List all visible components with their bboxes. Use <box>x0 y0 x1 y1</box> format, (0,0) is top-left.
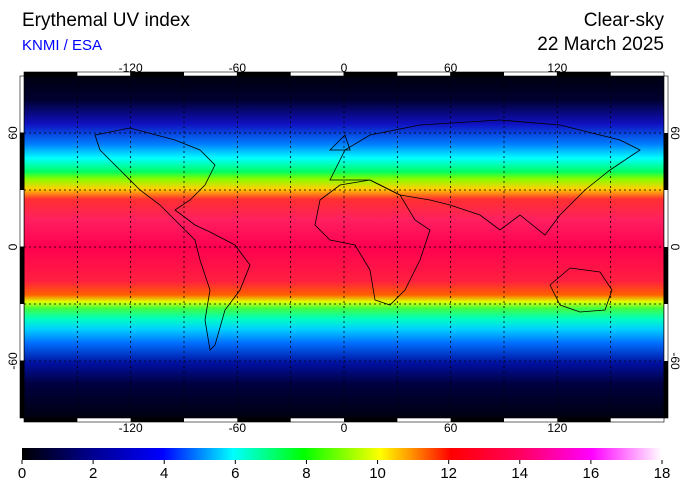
frame-segment <box>20 133 24 190</box>
frame-segment <box>664 133 668 190</box>
lon-tick-label: 120 <box>547 61 567 75</box>
colorbar-tick-label: 14 <box>511 465 528 482</box>
lon-tick-label: -120 <box>119 421 143 435</box>
frame-segment <box>557 418 611 422</box>
colorbar-tick-label: 4 <box>160 465 168 482</box>
frame-segment <box>237 72 291 76</box>
lat-tick-label: -60 <box>668 352 682 370</box>
title: Erythemal UV index <box>22 10 190 31</box>
frame-segment <box>557 72 611 76</box>
lat-tick-label: 60 <box>6 126 20 140</box>
frame-segment <box>344 72 398 76</box>
colorbar-tick-label: 8 <box>302 465 310 482</box>
frame-segment <box>664 247 668 304</box>
frame-segment <box>344 418 398 422</box>
colorbar-tick-label: 16 <box>583 465 600 482</box>
lon-tick-label: -60 <box>229 61 247 75</box>
lon-tick-label: 60 <box>444 421 458 435</box>
lon-tick-label: -60 <box>229 421 247 435</box>
frame-segment <box>24 72 78 76</box>
lon-tick-label: -120 <box>119 61 143 75</box>
frame-segment <box>237 418 291 422</box>
colorbar <box>22 448 662 460</box>
frame-segment <box>20 247 24 304</box>
lat-tick-label: 60 <box>668 126 682 140</box>
condition: Clear-sky <box>584 10 665 31</box>
lon-tick-label: 0 <box>341 61 348 75</box>
source: KNMI / ESA <box>22 37 102 54</box>
lat-tick-label: 0 <box>668 244 682 251</box>
lon-tick-label: 60 <box>444 61 458 75</box>
frame-segment <box>450 72 504 76</box>
lon-tick-label: 0 <box>341 421 348 435</box>
colorbar-tick-label: 18 <box>654 465 671 482</box>
lat-tick-label: -60 <box>6 352 20 370</box>
frame-segment <box>450 418 504 422</box>
date: 22 March 2025 <box>537 34 664 55</box>
colorbar-tick-label: 12 <box>440 465 457 482</box>
colorbar-tick-label: 2 <box>89 465 97 482</box>
frame-segment <box>20 361 24 418</box>
coastlines <box>94 119 641 351</box>
colorbar-tick-label: 0 <box>18 465 26 482</box>
lat-tick-label: 0 <box>6 243 20 250</box>
frame-segment <box>24 418 78 422</box>
colorbar-tick-label: 6 <box>231 465 239 482</box>
frame-segment <box>130 418 184 422</box>
lon-tick-label: 120 <box>547 421 567 435</box>
frame-segment <box>130 72 184 76</box>
frame-segment <box>664 361 668 418</box>
colorbar-tick-label: 10 <box>369 465 386 482</box>
